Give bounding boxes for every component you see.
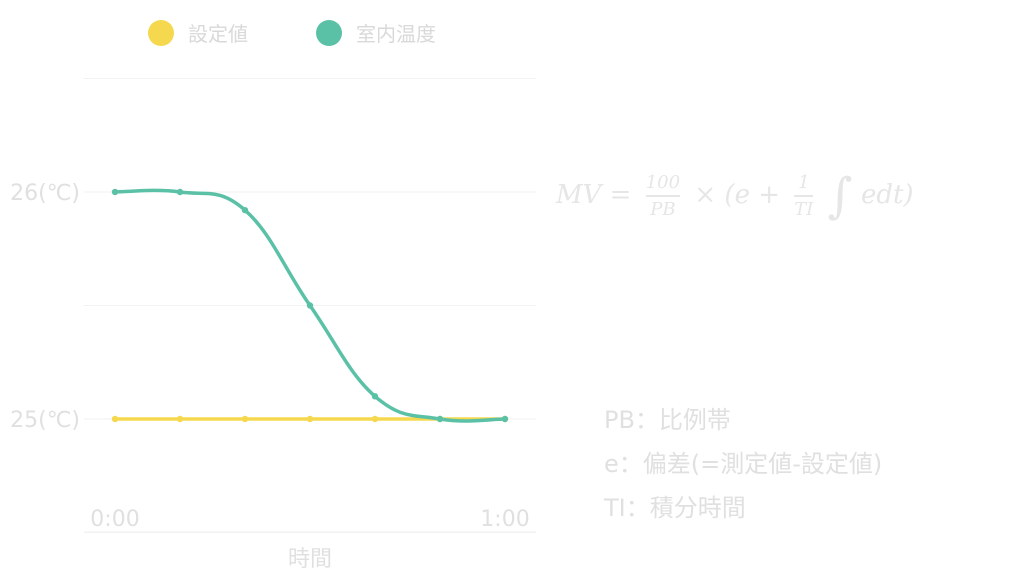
pid-formula: MV = 100 PB × (e + 1 TI ∫ edt): [556, 168, 914, 224]
formula-notes: PB：比例帯 e：偏差(=測定値-設定値) TI：積分時間: [604, 398, 882, 530]
x-axis-label: 時間: [288, 547, 332, 572]
series-1-point-2: [241, 206, 249, 214]
y-tick-label-1: 25(℃): [10, 408, 80, 433]
series-0-point-1: [176, 415, 184, 423]
x-tick-label-0: 0:00: [90, 507, 139, 532]
legend-label-room-temp: 室内温度: [356, 22, 436, 46]
note-pb: PB：比例帯: [604, 406, 731, 434]
series-0-point-0: [111, 415, 119, 423]
legend-dot-setpoint: [148, 19, 174, 46]
legend-item-room-temp: 室内温度: [316, 18, 436, 47]
formula-frac1-denominator: PB: [650, 199, 676, 220]
formula-frac2-numerator: 1: [798, 172, 810, 193]
chart-points: [111, 188, 509, 423]
series-0-point-4: [371, 415, 379, 423]
legend-label-setpoint: 設定値: [188, 22, 248, 46]
series-1-point-0: [111, 188, 119, 196]
series-0-point-3: [306, 415, 314, 423]
series-1-point-1: [176, 188, 184, 196]
series-0-point-2: [241, 415, 249, 423]
series-1-point-4: [371, 393, 379, 400]
integral-sign: ∫: [827, 168, 853, 224]
legend-item-setpoint: 設定値: [148, 18, 248, 47]
formula-open: (e +: [724, 180, 781, 210]
formula-equals: =: [609, 180, 632, 210]
formula-lhs: MV: [556, 180, 602, 210]
legend-dot-room-temp: [316, 19, 342, 46]
note-e: e：偏差(=測定値-設定値): [604, 450, 883, 478]
formula-fraction-2: 1 TI: [794, 172, 814, 220]
formula-frac2-denominator: TI: [794, 199, 814, 220]
series-1-point-5: [436, 415, 444, 423]
y-tick-label-0: 26(℃): [10, 181, 80, 206]
note-ti: TI：積分時間: [604, 494, 746, 522]
series-1-point-6: [501, 415, 509, 423]
series-1-point-3: [306, 302, 314, 309]
formula-tail: edt): [860, 180, 914, 210]
formula-fraction-1: 100 PB: [645, 172, 681, 220]
chart-ticks: 26(℃) 25(℃) 0:00 1:00: [10, 181, 530, 532]
formula-times: ×: [694, 180, 717, 210]
x-tick-label-1: 1:00: [480, 507, 529, 532]
formula-frac1-numerator: 100: [645, 172, 681, 193]
